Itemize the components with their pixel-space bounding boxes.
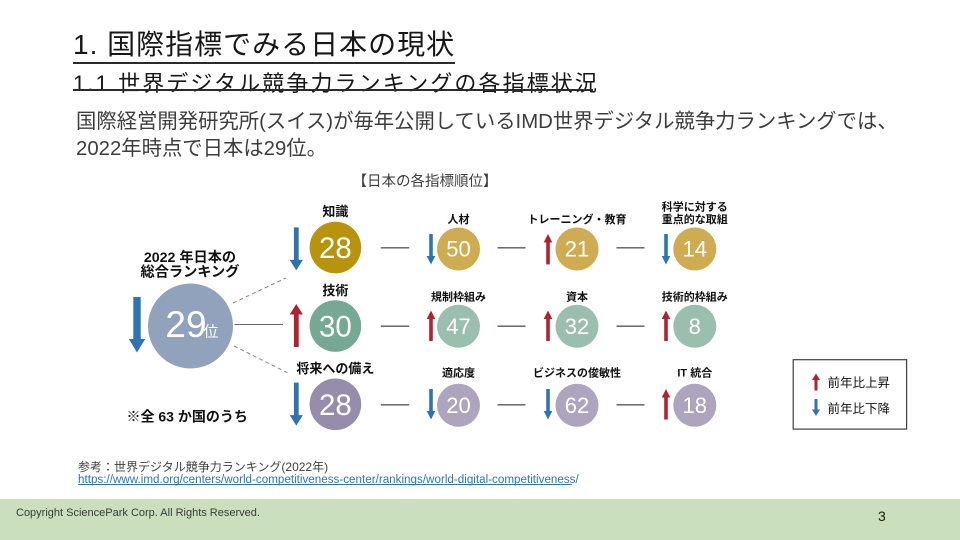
svg-text:将来への備え: 将来への備え <box>296 361 374 376</box>
svg-text:28: 28 <box>319 232 352 265</box>
svg-text:※全 63 か国のうち: ※全 63 か国のうち <box>127 409 248 425</box>
svg-text:総合ランキング: 総合ランキング <box>141 264 240 281</box>
svg-text:62: 62 <box>565 393 589 418</box>
svg-text:20: 20 <box>446 393 470 418</box>
svg-text:30: 30 <box>319 311 352 344</box>
svg-text:18: 18 <box>683 393 707 418</box>
svg-text:29: 29 <box>165 304 206 345</box>
svg-text:28: 28 <box>319 389 352 422</box>
svg-text:規制枠組み: 規制枠組み <box>431 290 486 304</box>
svg-text:資本: 資本 <box>566 290 588 304</box>
svg-text:21: 21 <box>565 237 589 262</box>
svg-text:重点的な取組: 重点的な取組 <box>662 212 728 226</box>
svg-text:50: 50 <box>446 237 470 262</box>
svg-text:知識: 知識 <box>322 204 348 219</box>
svg-text:トレーニング・教育: トレーニング・教育 <box>528 212 627 226</box>
svg-text:2022 年日本の: 2022 年日本の <box>144 249 236 266</box>
svg-text:前年比上昇: 前年比上昇 <box>828 375 891 390</box>
svg-text:【日本の各指標順位】: 【日本の各指標順位】 <box>353 173 498 190</box>
svg-text:前年比下降: 前年比下降 <box>828 401 891 416</box>
svg-text:32: 32 <box>565 314 589 339</box>
svg-text:IT 統合: IT 統合 <box>677 365 712 379</box>
svg-text:技術的枠組み: 技術的枠組み <box>662 290 728 304</box>
svg-text:47: 47 <box>446 314 470 339</box>
svg-text:8: 8 <box>689 314 701 339</box>
svg-text:科学に対する: 科学に対する <box>662 200 728 214</box>
svg-text:適応度: 適応度 <box>442 365 475 379</box>
svg-text:人材: 人材 <box>448 212 470 226</box>
svg-text:ビジネスの俊敏性: ビジネスの俊敏性 <box>533 365 621 379</box>
svg-text:位: 位 <box>203 324 218 341</box>
svg-text:技術: 技術 <box>322 283 348 298</box>
svg-text:14: 14 <box>683 237 707 262</box>
